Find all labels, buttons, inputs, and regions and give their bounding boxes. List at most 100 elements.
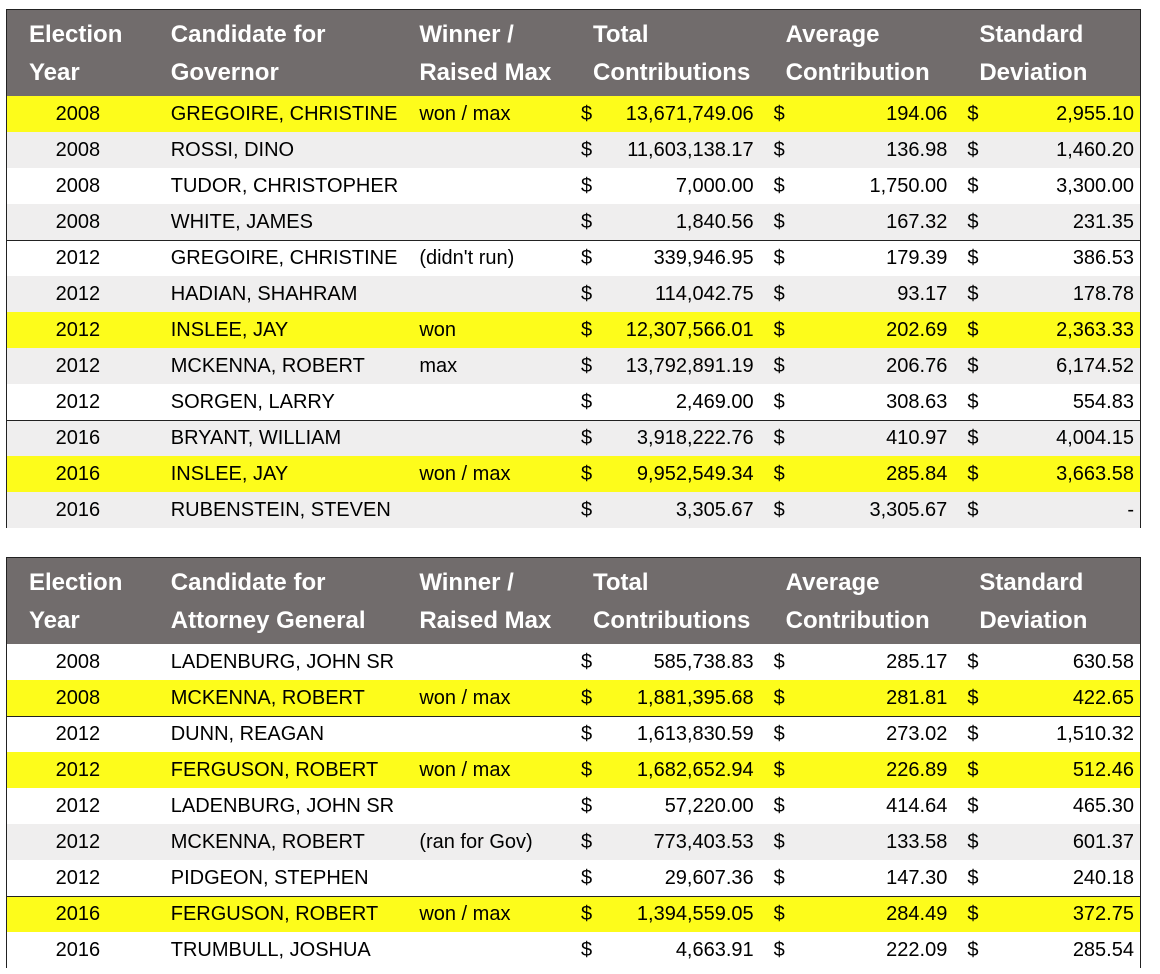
currency-symbol: $	[967, 794, 979, 817]
currency-symbol: $	[967, 174, 979, 197]
table-row: 2008 LADENBURG, JOHN SR $585,738.83 $285.17…	[7, 644, 1140, 680]
currency-symbol: $	[581, 938, 593, 961]
amount: 1,613,830.59	[636, 723, 754, 745]
cell-total-contributions: $114,042.75	[571, 283, 764, 306]
currency-symbol: $	[773, 462, 785, 485]
currency-symbol: $	[967, 390, 979, 413]
currency-symbol: $	[581, 462, 593, 485]
cell-average-contribution: $133.58	[764, 831, 958, 854]
cell-total-contributions: $7,000.00	[571, 175, 764, 198]
cell-candidate: SORGEN, LARRY	[170, 390, 335, 413]
amount: 167.32	[886, 210, 948, 233]
cell-total-contributions: $773,403.53	[571, 831, 764, 854]
amount: 1,840.56	[675, 210, 754, 233]
currency-symbol: $	[581, 650, 593, 673]
amount: 147.30	[886, 866, 948, 889]
cell-total-contributions: $1,682,652.94	[571, 759, 764, 782]
currency-symbol: $	[967, 354, 979, 377]
amount: 630.58	[1072, 650, 1134, 673]
attorney-general-table: Election Year Candidate for Attorney Gen…	[6, 557, 1141, 968]
cell-total-contributions: $1,394,559.05	[571, 903, 764, 926]
cell-total-contributions: $29,607.36	[571, 867, 764, 890]
cell-total-contributions: $1,881,395.68	[571, 687, 764, 710]
amount: 273.02	[886, 723, 948, 745]
amount: 285.54	[1072, 938, 1134, 961]
table-row: 2008 GREGOIRE, CHRISTINE won / max $13,671,…	[7, 96, 1140, 132]
header-candidate: Candidate for Attorney General	[170, 569, 366, 634]
header-standard-deviation: Standard Deviation	[979, 21, 1088, 86]
header-total-contributions: Total Contributions	[593, 21, 751, 86]
amount: 601.37	[1072, 830, 1134, 853]
cell-winner-status: won / max	[419, 102, 511, 125]
table-row: 2008 ROSSI, DINO $11,603,138.17 $136.98 $1,4…	[7, 132, 1140, 168]
cell-average-contribution: $410.97	[764, 427, 958, 450]
cell-election-year: 2008	[55, 686, 101, 709]
currency-symbol: $	[581, 686, 593, 709]
cell-total-contributions: $339,946.95	[571, 247, 764, 270]
table-row: 2016 RUBENSTEIN, STEVEN $3,305.67 $3,305.67…	[7, 492, 1140, 528]
amount: 281.81	[886, 686, 948, 709]
header-standard-deviation: Standard Deviation	[979, 569, 1088, 634]
cell-candidate: FERGUSON, ROBERT	[170, 903, 379, 925]
amount: 57,220.00	[664, 794, 754, 817]
currency-symbol: $	[967, 830, 979, 853]
amount: 222.09	[886, 938, 948, 961]
cell-standard-deviation: $178.78	[957, 283, 1140, 306]
currency-symbol: $	[581, 427, 593, 449]
currency-symbol: $	[581, 247, 593, 269]
currency-symbol: $	[773, 830, 785, 853]
cell-election-year: 2008	[55, 102, 101, 125]
table-row: 2016 INSLEE, JAY won / max $9,952,549.34 $28…	[7, 456, 1140, 492]
amount: 12,307,566.01	[625, 318, 754, 341]
currency-symbol: $	[967, 282, 979, 305]
cell-election-year: 2016	[55, 903, 101, 925]
cell-total-contributions: $12,307,566.01	[571, 319, 764, 342]
currency-symbol: $	[967, 318, 979, 341]
cell-standard-deviation: $386.53	[957, 247, 1140, 270]
amount: 194.06	[886, 102, 948, 125]
amount: 308.63	[886, 390, 948, 413]
cell-standard-deviation: $1,510.32	[957, 723, 1140, 746]
currency-symbol: $	[967, 723, 979, 745]
cell-standard-deviation: $422.65	[957, 687, 1140, 710]
header-average-contribution: Average Contribution	[785, 21, 930, 86]
cell-average-contribution: $194.06	[764, 103, 958, 126]
cell-election-year: 2012	[55, 794, 101, 817]
cell-election-year: 2016	[55, 498, 101, 521]
cell-candidate: MCKENNA, ROBERT	[170, 686, 365, 709]
table-row: 2016 TRUMBULL, JOSHUA $4,663.91 $222.09 $285…	[7, 932, 1140, 968]
cell-average-contribution: $226.89	[764, 759, 958, 782]
cell-average-contribution: $136.98	[764, 139, 958, 162]
cell-winner-status: won / max	[419, 462, 511, 485]
currency-symbol: $	[773, 686, 785, 709]
currency-symbol: $	[581, 174, 593, 197]
table-row: 2012 PIDGEON, STEPHEN $29,607.36 $147.30 $24…	[7, 860, 1140, 896]
cell-standard-deviation: $630.58	[957, 651, 1140, 674]
cell-election-year: 2012	[55, 758, 101, 781]
amount: 4,663.91	[675, 938, 754, 961]
cell-average-contribution: $179.39	[764, 247, 958, 270]
header-winner: Winner / Raised Max	[419, 569, 552, 634]
amount: 585,738.83	[653, 650, 754, 673]
table-row: 2016 BRYANT, WILLIAM $3,918,222.76 $410.97 $…	[7, 420, 1140, 456]
cell-candidate: DUNN, REAGAN	[170, 723, 325, 745]
cell-candidate: INSLEE, JAY	[170, 462, 289, 485]
cell-average-contribution: $285.84	[764, 463, 958, 486]
cell-candidate: PIDGEON, STEPHEN	[170, 866, 369, 889]
amount: 114,042.75	[655, 282, 754, 305]
currency-symbol: $	[581, 390, 593, 413]
cell-candidate: LADENBURG, JOHN SR	[170, 794, 395, 817]
cell-election-year: 2008	[55, 138, 101, 161]
currency-symbol: $	[967, 866, 979, 889]
amount: 9,952,549.34	[636, 462, 754, 485]
cell-total-contributions: $11,603,138.17	[571, 139, 764, 162]
table-header: Election Year Candidate for Governor Win…	[7, 10, 1140, 96]
cell-candidate: RUBENSTEIN, STEVEN	[170, 498, 391, 521]
amount: 1,510.32	[1056, 723, 1134, 745]
amount: 7,000.00	[675, 174, 754, 197]
cell-average-contribution: $167.32	[764, 211, 958, 234]
cell-election-year: 2012	[55, 723, 101, 745]
cell-standard-deviation: $ -	[957, 499, 1140, 522]
cell-candidate: LADENBURG, JOHN SR	[170, 650, 395, 673]
currency-symbol: $	[967, 138, 979, 161]
